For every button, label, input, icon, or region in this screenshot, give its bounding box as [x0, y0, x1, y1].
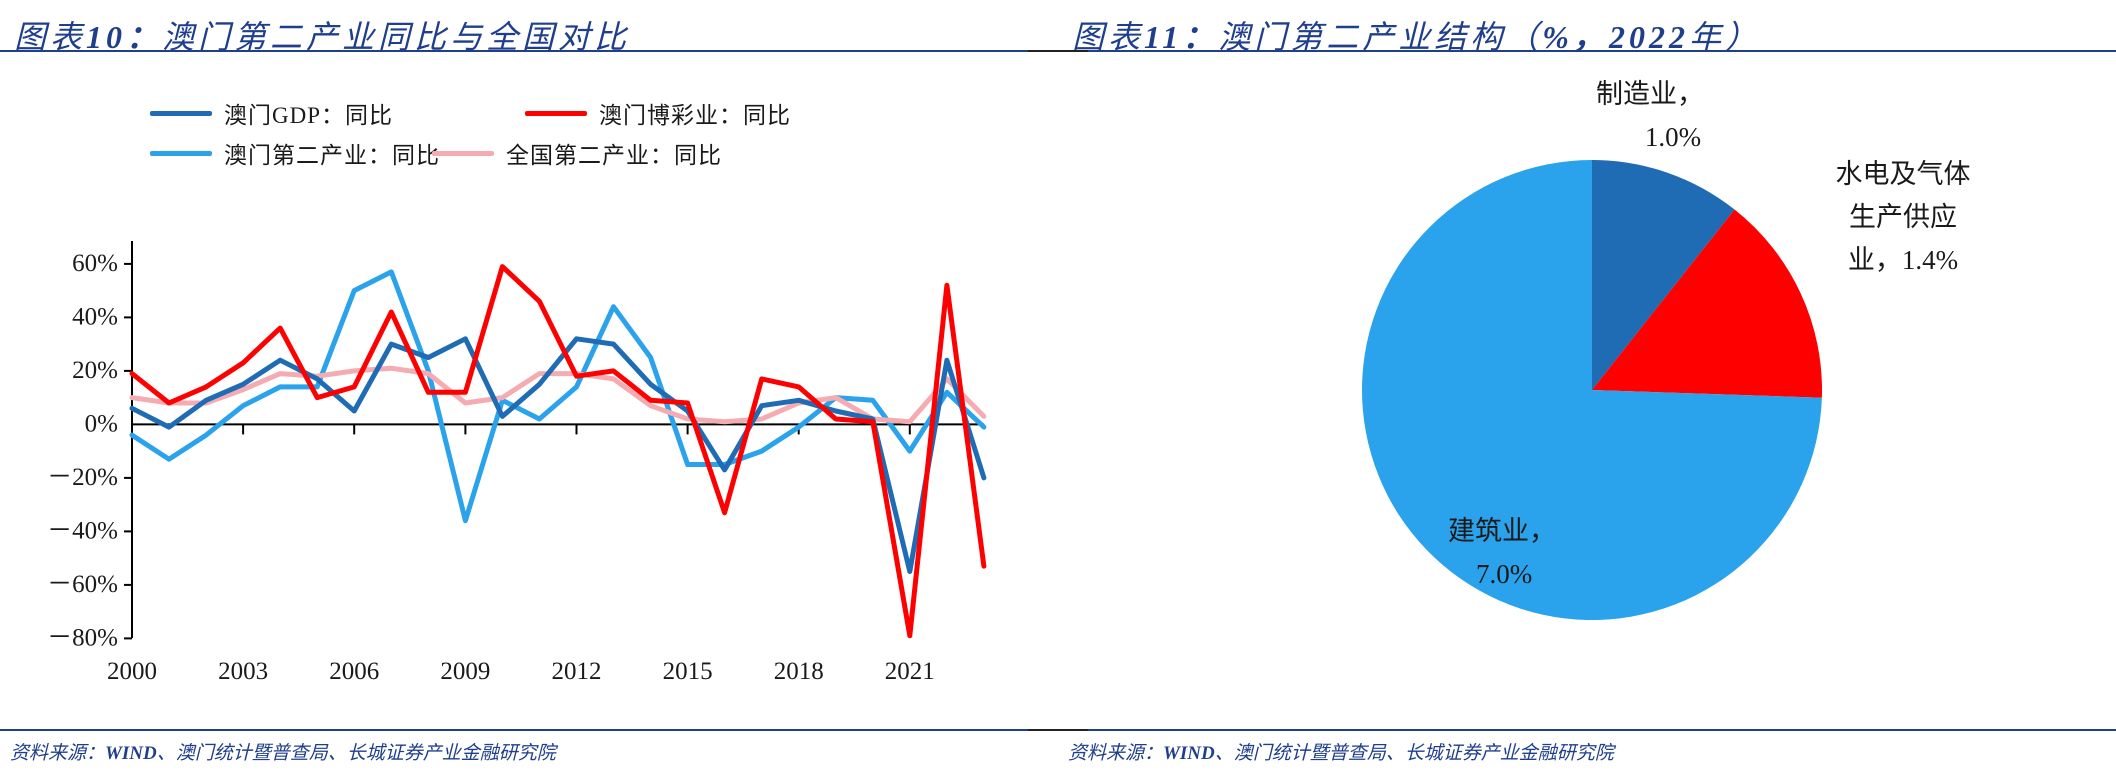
svg-text:2003: 2003 — [218, 658, 268, 685]
svg-text:1.0%: 1.0% — [1645, 122, 1701, 152]
svg-text:业，1.4%: 业，1.4% — [1848, 245, 1958, 275]
svg-text:－40%: －40% — [47, 518, 118, 545]
svg-text:－20%: －20% — [47, 464, 118, 491]
svg-text:2009: 2009 — [440, 658, 490, 685]
svg-text:60%: 60% — [72, 250, 118, 277]
svg-text:7.0%: 7.0% — [1476, 559, 1532, 589]
svg-text:2021: 2021 — [885, 658, 935, 685]
svg-text:生产供应: 生产供应 — [1849, 202, 1957, 232]
svg-text:－80%: －80% — [47, 625, 118, 652]
svg-text:40%: 40% — [72, 304, 118, 331]
svg-text:建筑业，: 建筑业， — [1448, 516, 1556, 546]
svg-text:20%: 20% — [72, 357, 118, 384]
svg-text:2006: 2006 — [329, 658, 379, 685]
svg-text:水电及气体: 水电及气体 — [1836, 159, 1971, 189]
svg-text:2018: 2018 — [774, 658, 824, 685]
svg-text:2012: 2012 — [552, 658, 602, 685]
svg-text:2000: 2000 — [107, 658, 157, 685]
svg-text:－60%: －60% — [47, 571, 118, 598]
svg-text:制造业，: 制造业， — [1596, 79, 1704, 109]
svg-text:2015: 2015 — [663, 658, 713, 685]
svg-text:0%: 0% — [85, 411, 118, 438]
